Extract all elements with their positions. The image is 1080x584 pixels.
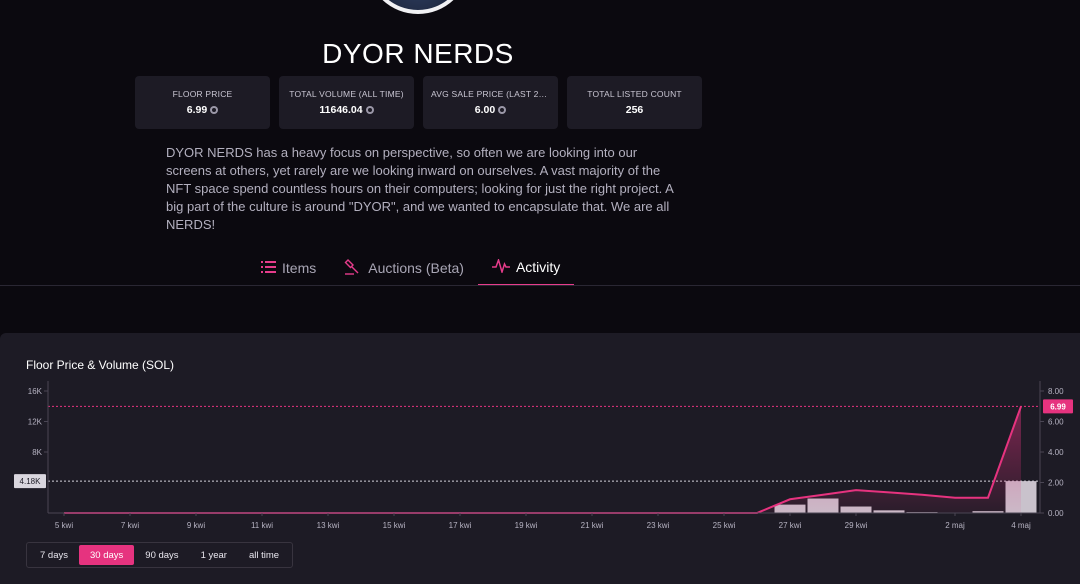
x-tick-label: 5 kwi [55, 521, 73, 530]
x-tick-label: 15 kwi [383, 521, 406, 530]
activity-icon [491, 257, 510, 276]
list-icon [261, 260, 276, 276]
stat-value-text: 6.00 [474, 104, 496, 116]
tab-label: Items [282, 260, 317, 276]
stats-row: FLOOR PRICE 6.99 TOTAL VOLUME (ALL TIME)… [135, 76, 702, 129]
x-tick-label: 7 kwi [121, 521, 139, 530]
sol-icon [365, 106, 374, 114]
x-tick-label: 9 kwi [187, 521, 205, 530]
tab-auctions[interactable]: Auctions (Beta) [330, 250, 478, 286]
range-all-time[interactable]: all time [248, 549, 280, 561]
floor-area [64, 406, 1021, 513]
stat-value: 256 [567, 104, 702, 116]
right-tick-label: 0.00 [1048, 509, 1064, 518]
chart-panel: Floor Price & Volume (SOL) 16K 12K 8K 8.00 6… [0, 333, 1080, 584]
stat-label: AVG SALE PRICE (LAST 24H) [431, 89, 553, 99]
x-tick-label: 11 kwi [251, 521, 273, 530]
x-tick-label: 17 kwi [449, 521, 472, 530]
x-tick-label: 4 maj [1011, 521, 1031, 530]
stat-avg-sale-price: AVG SALE PRICE (LAST 24H) 6.00 [423, 76, 558, 129]
stat-total-volume: TOTAL VOLUME (ALL TIME) 11646.04 [279, 76, 414, 129]
collection-avatar [366, 0, 470, 14]
chart-axes: 16K 12K 8K 8.00 6.00 4.00 2.00 0.00 5 kwi 7 kwi 9 … [14, 381, 1073, 530]
floor-marker-bg [1043, 399, 1073, 414]
tab-label: Auctions (Beta) [368, 260, 464, 276]
stat-value-text: 256 [625, 104, 644, 116]
time-range-selector: 7 days 30 days 90 days 1 year all time [26, 542, 294, 568]
left-tick-label: 16K [28, 387, 43, 396]
range-1-year[interactable]: 1 year [200, 549, 227, 561]
range-7-days[interactable]: 7 days [40, 549, 68, 561]
x-tick-label: 25 kwi [713, 521, 736, 530]
stat-floor-price: FLOOR PRICE 6.99 [135, 76, 270, 129]
sol-icon [210, 106, 219, 114]
chart-title: Floor Price & Volume (SOL) [26, 358, 175, 372]
stat-value: 6.00 [423, 104, 558, 116]
tab-label: Activity [515, 259, 561, 275]
x-tick-label: 27 kwi [779, 521, 802, 530]
stat-value: 11646.04 [279, 104, 414, 116]
gavel-icon [344, 258, 362, 278]
volume-marker-bg [14, 474, 46, 489]
stat-label: TOTAL VOLUME (ALL TIME) [289, 89, 404, 99]
x-tick-label: 2 maj [945, 521, 965, 530]
collection-title: DYOR NERDS [322, 38, 514, 69]
tab-bar: Items Auctions (Beta) Activity [247, 250, 575, 286]
right-tick-label: 2.00 [1048, 479, 1064, 488]
x-tick-label: 19 kwi [515, 521, 538, 530]
left-tick-label: 8K [32, 448, 42, 457]
volume-marker-badge: 4.18K [14, 474, 46, 489]
x-tick-label: 13 kwi [317, 521, 340, 530]
tab-divider [0, 285, 1080, 286]
right-tick-label: 6.00 [1048, 418, 1064, 427]
stat-value: 6.99 [135, 104, 270, 116]
collection-description: DYOR NERDS has a heavy focus on perspect… [166, 145, 674, 232]
range-90-days[interactable]: 90 days [145, 549, 179, 561]
floor-line [64, 406, 1022, 514]
tab-items[interactable]: Items [247, 250, 330, 286]
left-tick-label: 12K [28, 418, 43, 427]
range-30-days[interactable]: 30 days [79, 545, 135, 565]
sol-icon [498, 106, 507, 114]
stat-listed-count: TOTAL LISTED COUNT 256 [567, 76, 702, 129]
x-tick-label: 23 kwi [647, 521, 670, 530]
volume-marker-label: 4.18K [20, 477, 42, 486]
stat-label: FLOOR PRICE [172, 89, 233, 99]
floor-volume-chart: 16K 12K 8K 8.00 6.00 4.00 2.00 0.00 5 kwi 7 kwi 9 … [14, 381, 1073, 530]
right-tick-label: 8.00 [1048, 387, 1064, 396]
floor-marker-badge: 6.99 [1043, 399, 1073, 414]
stat-value-text: 6.99 [186, 104, 208, 116]
x-tick-label: 29 kwi [845, 521, 868, 530]
right-tick-label: 4.00 [1048, 448, 1064, 457]
stat-value-text: 11646.04 [319, 104, 363, 116]
x-tick-label: 21 kwi [581, 521, 604, 530]
stat-label: TOTAL LISTED COUNT [587, 89, 682, 99]
chart-grid [48, 405, 1040, 482]
floor-marker-label: 6.99 [1050, 402, 1066, 411]
tab-activity[interactable]: Activity [477, 250, 575, 286]
